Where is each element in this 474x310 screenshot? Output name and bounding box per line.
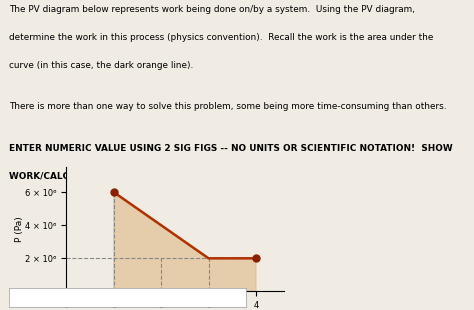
Text: The PV diagram below represents work being done on/by a system.  Using the PV di: The PV diagram below represents work bei… xyxy=(9,5,416,14)
Text: WORK/CALCULATIONS ON THE ICA WORKSHEET.: WORK/CALCULATIONS ON THE ICA WORKSHEET. xyxy=(9,172,249,181)
Text: ENTER NUMERIC VALUE USING 2 SIG FIGS -- NO UNITS OR SCIENTIFIC NOTATION!  SHOW: ENTER NUMERIC VALUE USING 2 SIG FIGS -- … xyxy=(9,144,453,153)
Polygon shape xyxy=(114,192,256,291)
Text: curve (in this case, the dark orange line).: curve (in this case, the dark orange lin… xyxy=(9,61,194,70)
Text: There is more than one way to solve this problem, some being more time-consuming: There is more than one way to solve this… xyxy=(9,102,447,111)
Text: determine the work in this process (physics convention).  Recall the work is the: determine the work in this process (phys… xyxy=(9,33,434,42)
Y-axis label: P (Pa): P (Pa) xyxy=(15,216,24,242)
